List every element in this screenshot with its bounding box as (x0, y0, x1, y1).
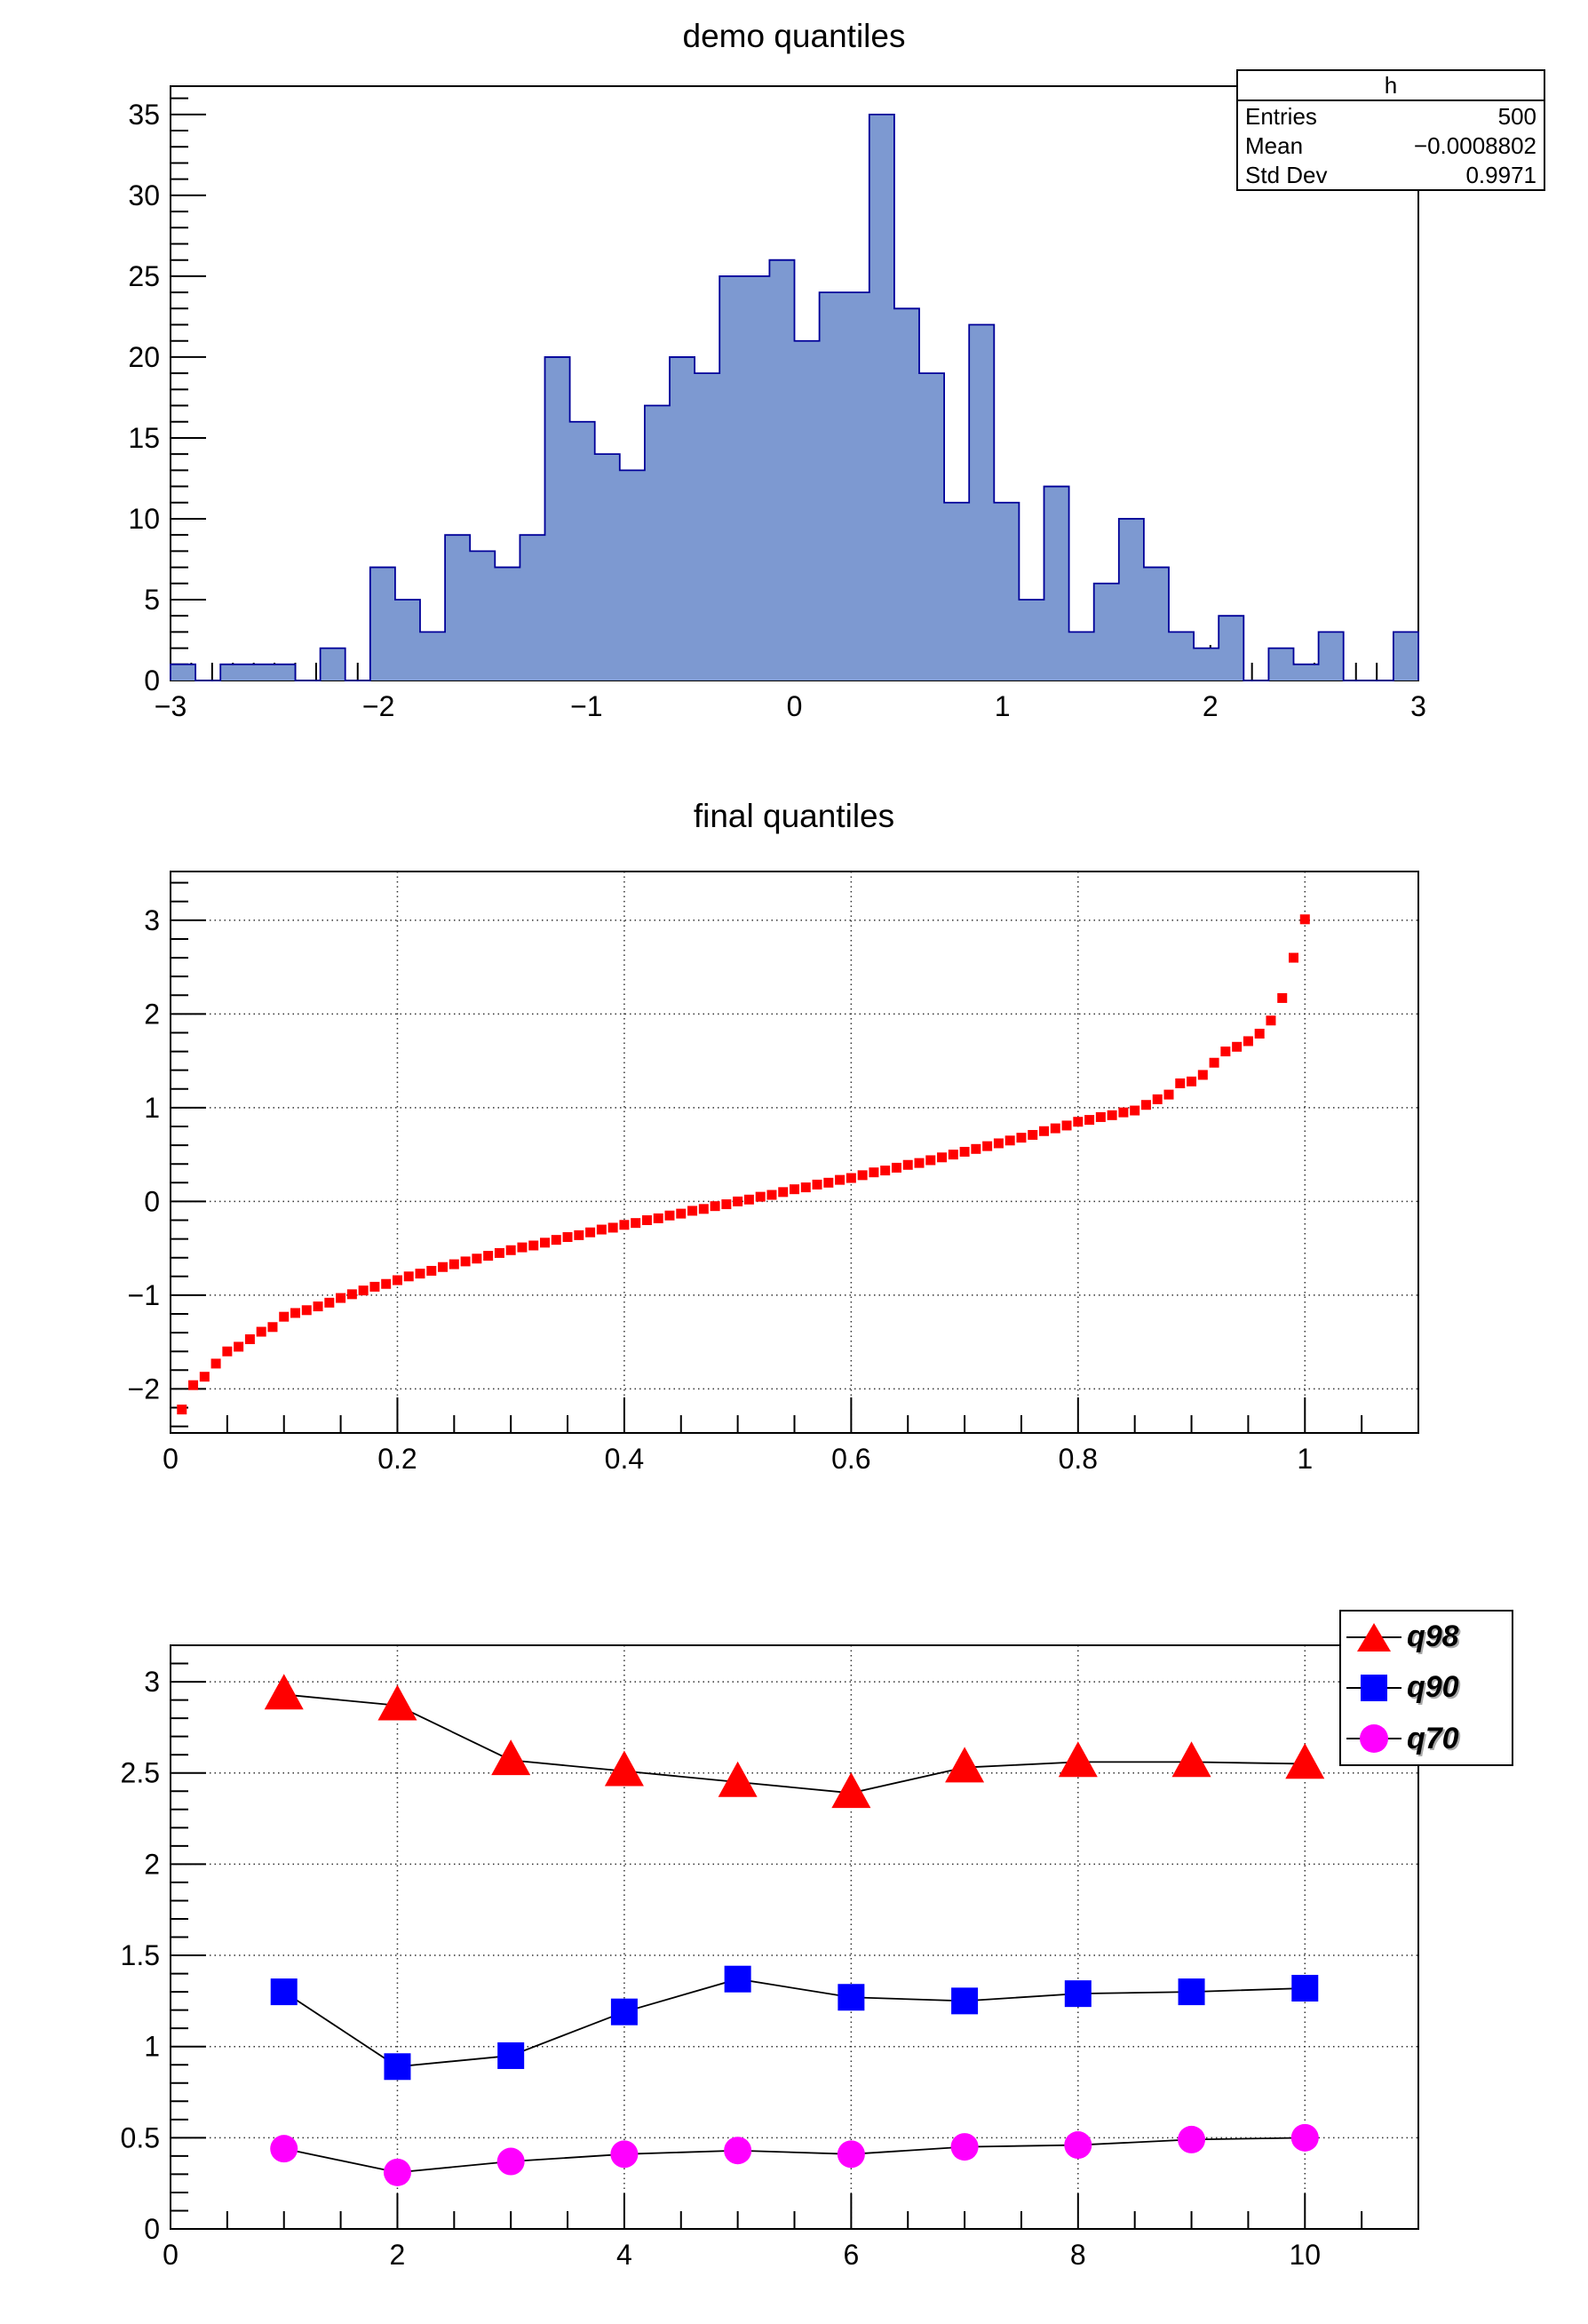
tick-label: 2 (1203, 690, 1219, 722)
tick-label: 0 (787, 690, 803, 722)
tick-label: 1 (1297, 1443, 1313, 1475)
tick-label: 25 (128, 260, 160, 292)
legend-label: q90 (1407, 1670, 1459, 1705)
series-q70 (270, 2123, 1319, 2186)
stats-row-entries: Entries 500 (1238, 101, 1544, 131)
stats-box-title: h (1238, 71, 1544, 101)
tick-label: 0 (144, 665, 160, 696)
scatter-points (177, 914, 1310, 1415)
legend-entry-q98: q98 (1341, 1612, 1512, 1662)
series-q98 (264, 1674, 1325, 1809)
stats-label: Mean (1245, 132, 1304, 159)
stats-row-mean: Mean −0.0008802 (1238, 131, 1544, 160)
panel1-title: demo quantiles (682, 18, 906, 54)
tick-label: 0.6 (831, 1443, 870, 1475)
gridlines (171, 1645, 1418, 2229)
tick-label: 6 (843, 2239, 859, 2271)
tick-label: 2 (390, 2239, 406, 2271)
stats-label: Entries (1245, 103, 1317, 130)
stats-box: h Entries 500 Mean −0.0008802 Std Dev 0.… (1236, 69, 1545, 191)
stats-label: Std Dev (1245, 162, 1328, 188)
tick-label: 15 (128, 422, 160, 454)
tick-label: 35 (128, 99, 160, 131)
histogram-outline (170, 113, 1419, 681)
panel-3: 0 2 4 6 8 10 0 0.5 1 1.5 2 2.5 3 (121, 1644, 1419, 2271)
stats-value: −0.0008802 (1413, 132, 1536, 159)
plot-frame (170, 1644, 1419, 2230)
tick-label: 2.5 (121, 1757, 160, 1789)
axis-ticks (170, 1644, 1419, 2230)
tick-label: 0 (144, 1185, 160, 1217)
legend-label: q70 (1407, 1721, 1459, 1755)
series-q90 (270, 1965, 1319, 2081)
tick-label: 10 (128, 503, 160, 535)
tick-label: 0 (144, 2213, 160, 2245)
tick-label: −2 (362, 690, 394, 722)
stats-row-stddev: Std Dev 0.9971 (1238, 160, 1544, 189)
tick-label: 3 (144, 904, 160, 936)
legend-entry-q90: q90 (1341, 1663, 1512, 1713)
stats-value: 0.9971 (1465, 162, 1536, 188)
legend-entry-q70: q70 (1341, 1714, 1512, 1763)
square-marker-icon (1361, 1674, 1387, 1701)
axis-labels: 0 0.2 0.4 0.6 0.8 1 −2 −1 0 1 2 3 (128, 904, 1314, 1475)
tick-label: 20 (128, 341, 160, 373)
tick-label: 2 (144, 1848, 160, 1880)
tick-label: 8 (1070, 2239, 1086, 2271)
plot-frame (170, 871, 1419, 1434)
stats-value: 500 (1497, 103, 1536, 130)
gridlines (171, 872, 1418, 1433)
tick-label: 0.2 (377, 1443, 417, 1475)
tick-label: 0 (163, 1443, 179, 1475)
axis-labels: 0 2 4 6 8 10 0 0.5 1 1.5 2 2.5 3 (121, 1666, 1322, 2271)
legend-label: q98 (1407, 1620, 1459, 1654)
tick-label: 0.8 (1059, 1443, 1098, 1475)
tick-label: 0.4 (605, 1443, 644, 1475)
triangle-marker-icon (1357, 1622, 1391, 1651)
legend-box: q98 q90 q70 (1339, 1610, 1513, 1766)
tick-label: 2 (144, 998, 160, 1030)
tick-label: 3 (1410, 690, 1426, 722)
panel-2: 0 0.2 0.4 0.6 0.8 1 −2 −1 0 1 2 3 (128, 871, 1419, 1475)
circle-marker-icon (1360, 1724, 1388, 1754)
tick-label: 10 (1289, 2239, 1321, 2271)
tick-label: 4 (616, 2239, 632, 2271)
histogram-fill (171, 114, 1418, 680)
tick-label: 1.5 (121, 1939, 160, 1971)
tick-label: 1 (995, 690, 1011, 722)
panel2-title: final quantiles (693, 798, 895, 834)
tick-label: −1 (570, 690, 602, 722)
tick-label: −1 (128, 1279, 160, 1311)
tick-label: −2 (128, 1373, 160, 1405)
tick-label: 5 (144, 584, 160, 616)
tick-label: 1 (144, 1092, 160, 1124)
tick-label: 0.5 (121, 2121, 160, 2153)
tick-label: 0 (163, 2239, 179, 2271)
tick-label: 1 (144, 2031, 160, 2063)
tick-label: −3 (155, 690, 187, 722)
axis-ticks (170, 881, 1419, 1433)
tick-label: 3 (144, 1666, 160, 1698)
tick-label: 30 (128, 179, 160, 211)
